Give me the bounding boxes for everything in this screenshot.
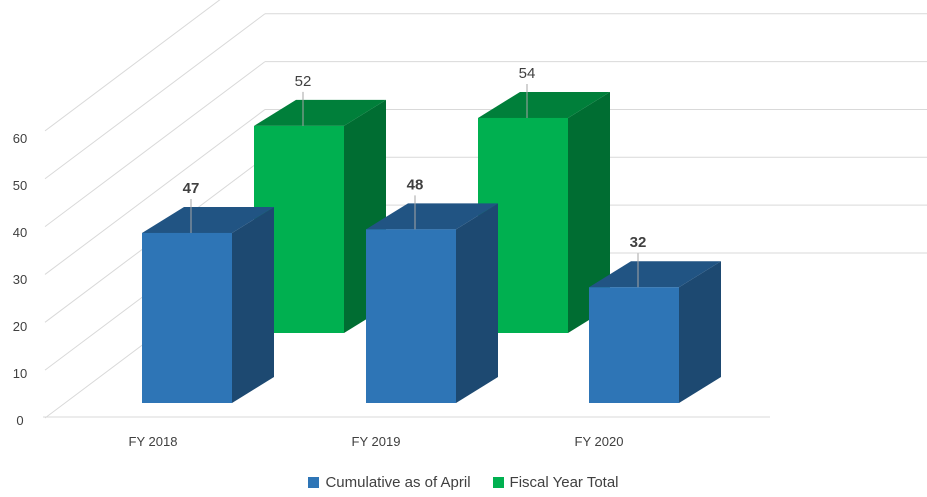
data-label: 54 [519,65,536,82]
bar-side [679,261,721,403]
x-tick-label: FY 2018 [129,434,178,449]
data-label: 48 [407,176,424,193]
legend-swatch-cumulative [308,477,320,488]
bar-top [254,99,386,126]
data-label: 32 [630,234,647,251]
bar-cumulative-2: 32 [589,234,721,403]
y-tick-label: 10 [13,366,27,381]
bar-top [478,91,610,118]
y-tick-label: 20 [13,319,27,334]
legend-label-cumulative: Cumulative as of April [325,474,471,491]
bar-cumulative-0: 47 [142,180,274,403]
data-label: 52 [295,73,312,90]
grid-line-side [44,61,266,228]
grid-line-side [44,109,266,275]
bar-top [589,261,721,288]
bar-front [366,229,456,403]
grid-line-side [44,0,221,132]
bar-side [568,91,610,333]
bar-front [142,232,232,403]
x-tick-label: FY 2019 [352,434,401,449]
legend-item-cumulative: Cumulative as of April [308,474,471,491]
chart-bars: 52 54 47 48 32 [142,65,721,403]
bar-top [366,203,498,230]
legend-swatch-fiscal-year-total [492,477,504,488]
bar-side [456,203,498,403]
y-tick-label: 50 [13,178,27,193]
x-axis: FY 2018 FY 2019 FY 2020 [129,434,624,449]
grid-line-side [44,13,266,180]
y-tick-label: 30 [13,272,27,287]
y-tick-label: 60 [13,131,27,146]
y-tick-label: 40 [13,225,27,240]
y-axis: 0 10 20 30 40 50 60 [13,131,27,428]
data-label: 47 [183,180,200,197]
y-tick-label: 0 [16,413,23,428]
bar-front [589,287,679,403]
bar-top [142,206,274,233]
legend: Cumulative as of April Fiscal Year Total [0,474,927,491]
bar-cumulative-1: 48 [366,176,498,403]
x-tick-label: FY 2020 [575,434,624,449]
legend-item-fiscal-year-total: Fiscal Year Total [492,474,619,491]
bar-side [232,206,274,403]
legend-label-fiscal-year-total: Fiscal Year Total [509,474,619,491]
